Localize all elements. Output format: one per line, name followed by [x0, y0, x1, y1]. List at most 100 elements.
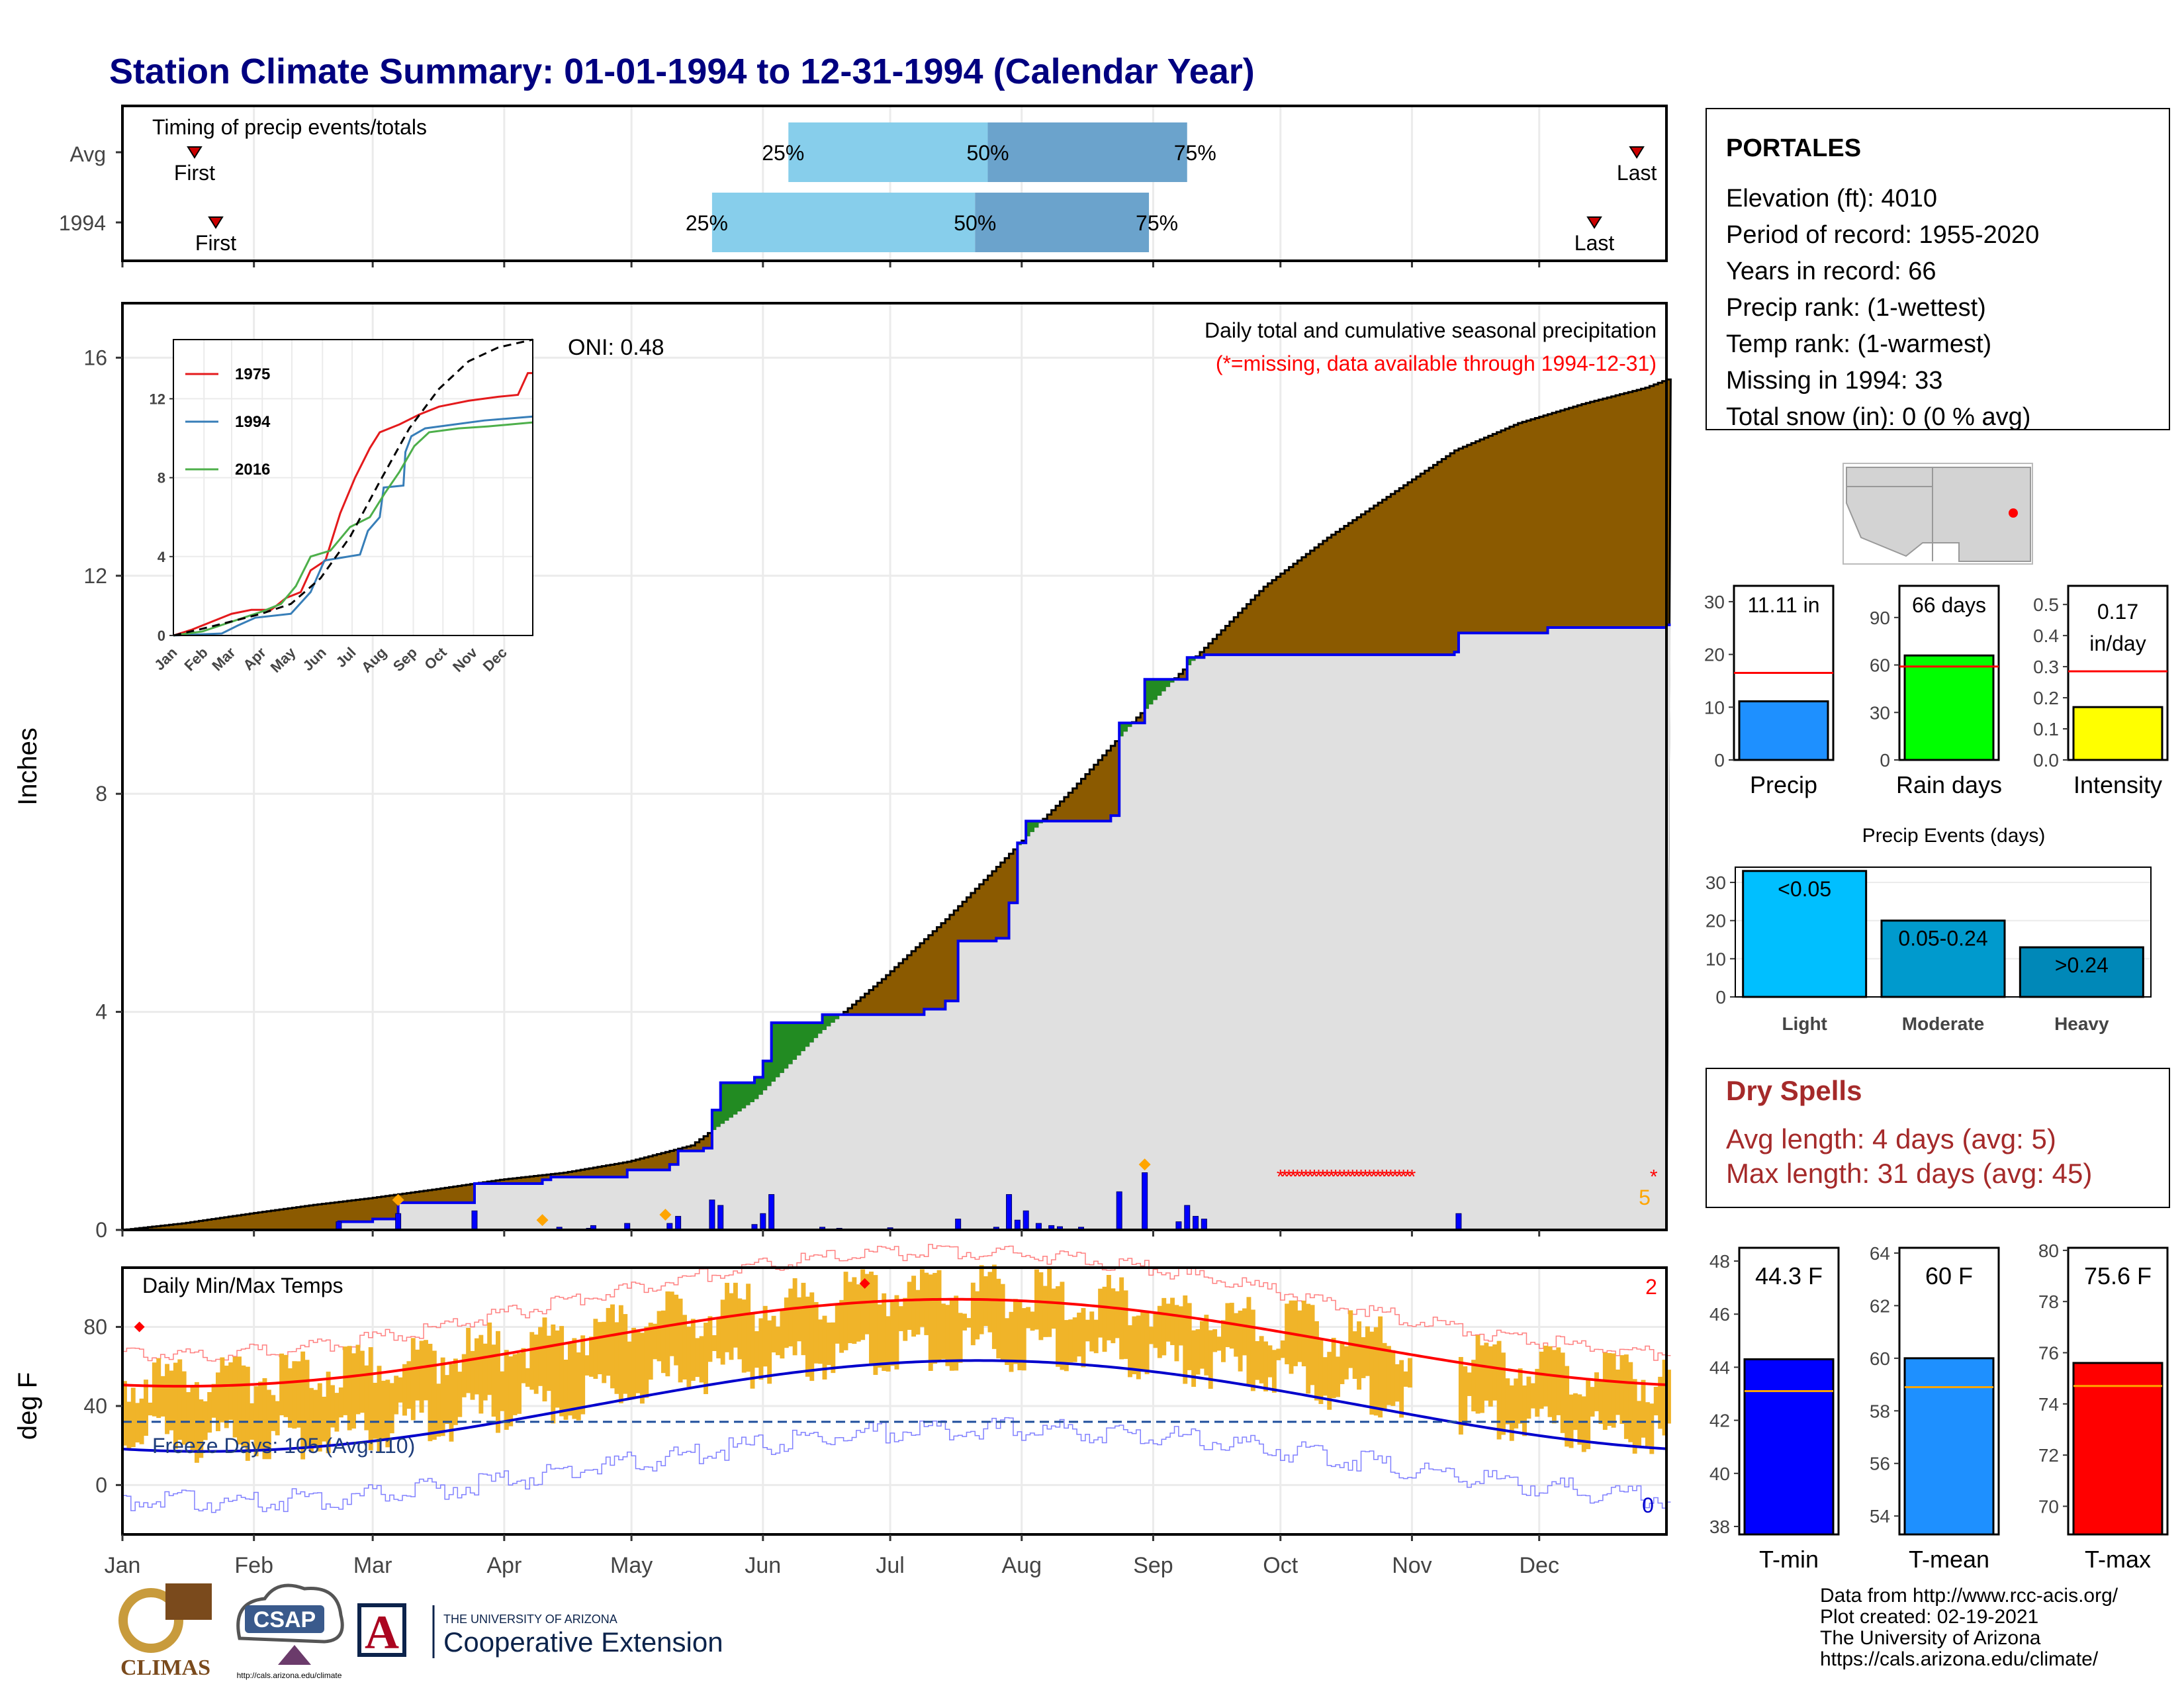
daily-temp-bar-28 [237, 1356, 242, 1445]
daily-temp-bar-19 [199, 1399, 204, 1458]
daily-temp-bar-164 [813, 1301, 819, 1364]
mini-ytick-label-2-4: 0.4 [2033, 626, 2059, 646]
station-period: Period of record: 1955-2020 [1726, 221, 2039, 249]
dry-spell-marker-297: * [1374, 1166, 1382, 1188]
month-label-Oct: Oct [1263, 1553, 1298, 1578]
daily-temp-bar-37 [275, 1401, 280, 1436]
daily-temp-bar-65 [394, 1376, 399, 1415]
daily-temp-bar-199 [962, 1313, 967, 1331]
daily-temp-bar-253 [1191, 1330, 1197, 1387]
timing-marker-last-Avg [1629, 146, 1645, 159]
daily-temp-bar-179 [877, 1304, 882, 1368]
daily-temp-bar-213 [1021, 1308, 1026, 1371]
mini-ytick-label-0-0: 0 [1714, 750, 1725, 771]
inset-legend-label-1994: 1994 [235, 413, 271, 431]
daily-temp-bar-362 [1653, 1386, 1659, 1416]
daily-temp-bar-189 [919, 1269, 925, 1327]
daily-temp-bar-55 [351, 1353, 357, 1429]
daily-temp-bar-240 [1136, 1315, 1141, 1380]
daily-temp-bar-106 [567, 1343, 572, 1416]
mini-xlabel-1: Rain days [1896, 771, 2002, 798]
dry-title: Dry Spells [1726, 1075, 1862, 1106]
daily-temp-bar-263 [1234, 1313, 1239, 1357]
daily-temp-bar-139 [707, 1316, 713, 1362]
daily-temp-bar-117 [614, 1322, 619, 1394]
quartile-bar-high-Avg [987, 122, 1187, 182]
daily-temp-bar-171 [843, 1272, 848, 1350]
daily-temp-bar-348 [1594, 1372, 1599, 1411]
timing-row-1994-label: 1994 [59, 211, 106, 235]
daily-temp-bar-208 [1000, 1284, 1005, 1362]
temp-ytick-label-0-5: 48 [1709, 1251, 1730, 1272]
daily-temp-bar-104 [559, 1326, 565, 1417]
above-average-area [711, 657, 1196, 1131]
locator-map [1843, 463, 2033, 565]
daily-precip-highlight-2 [659, 1208, 672, 1221]
temp-xlabel-0: T-min [1759, 1546, 1819, 1573]
daily-temp-bar-157 [784, 1297, 789, 1348]
mini-ytick-label-2-1: 0.1 [2033, 719, 2059, 739]
daily-temp-bar-175 [860, 1269, 866, 1340]
daily-temp-bar-110 [584, 1355, 590, 1376]
missing-day-marker: * [1650, 1166, 1658, 1188]
temp-value-label-1: 60 F [1925, 1262, 1973, 1289]
daily-temp-bar-355 [1623, 1354, 1629, 1439]
daily-temp-bar-231 [1098, 1288, 1103, 1338]
daily-temp-bar-101 [546, 1335, 551, 1391]
daily-temp-bar-338 [1551, 1350, 1557, 1424]
daily-temp-bar-57 [359, 1350, 365, 1413]
dry-spell-marker-293: * [1357, 1166, 1365, 1188]
mini-ytick-label-1-0: 0 [1880, 750, 1890, 771]
daily-temp-bar-237 [1123, 1290, 1128, 1359]
daily-temp-bar-112 [593, 1319, 598, 1379]
mini-chart-precip: 0 10 20 30 11.11 in Precip [1704, 585, 1835, 798]
daily-temp-bar-91 [504, 1350, 509, 1430]
observed-cumulative-line [122, 623, 1671, 1231]
daily-temp-bar-193 [936, 1270, 942, 1361]
daily-temp-bar-165 [818, 1319, 823, 1364]
ua-logo-letter: A [365, 1606, 399, 1659]
daily-temp-bar-344 [1577, 1394, 1582, 1445]
daily-temp-bar-43 [300, 1351, 306, 1460]
mini-bar-0 [1738, 700, 1829, 761]
daily-temp-bar-239 [1132, 1316, 1137, 1374]
daily-precip-bar-8 [675, 1215, 682, 1231]
daily-temp-bar-319 [1471, 1360, 1477, 1412]
daily-temp-bar-48 [322, 1396, 327, 1442]
month-label-Apr: Apr [486, 1553, 522, 1578]
daily-temp-bar-156 [780, 1310, 785, 1359]
daily-temp-bar-257 [1208, 1330, 1213, 1389]
daily-temp-bar-261 [1225, 1303, 1230, 1348]
timing-marker-label-last-Avg: Last [1617, 161, 1657, 185]
daily-temp-bar-198 [958, 1313, 963, 1363]
ua-logo-small-text: THE UNIVERSITY OF ARIZONA [443, 1613, 617, 1626]
daily-temp-bar-220 [1051, 1288, 1056, 1329]
csap-logo-text: CSAP [253, 1607, 316, 1632]
temp-ytick-label-0-2: 42 [1709, 1411, 1730, 1431]
daily-temp-bar-81 [461, 1354, 467, 1397]
daily-temp-bar-127 [657, 1311, 662, 1362]
daily-temp-bar-133 [682, 1315, 687, 1380]
daily-temp-bar-343 [1572, 1393, 1578, 1430]
quartile-bar-low-Avg [788, 122, 988, 182]
events-title: Precip Events (days) [1862, 825, 2046, 847]
daily-precip-bar-20 [1014, 1219, 1021, 1231]
daily-temp-bar-192 [933, 1272, 938, 1364]
inset-series-1994 [173, 415, 533, 637]
daily-temp-bar-89 [496, 1331, 500, 1433]
daily-temp-bar-41 [292, 1361, 297, 1429]
daily-temp-bar-36 [271, 1395, 276, 1431]
temps-ytick-label-0: 0 [95, 1473, 107, 1497]
daily-temp-bar-284 [1322, 1357, 1328, 1396]
daily-temp-bar-321 [1479, 1345, 1484, 1413]
daily-temp-bar-326 [1501, 1352, 1506, 1435]
daily-temp-bar-50 [330, 1385, 335, 1428]
dry-spell-marker-287: * [1332, 1166, 1340, 1188]
daily-temp-bar-15 [181, 1371, 187, 1445]
daily-temp-bar-357 [1632, 1379, 1637, 1454]
daily-temp-bar-158 [788, 1288, 794, 1346]
daily-temp-bar-268 [1255, 1340, 1260, 1380]
daily-temp-bar-25 [224, 1366, 229, 1429]
temp-ytick-label-1-0: 54 [1870, 1506, 1890, 1526]
